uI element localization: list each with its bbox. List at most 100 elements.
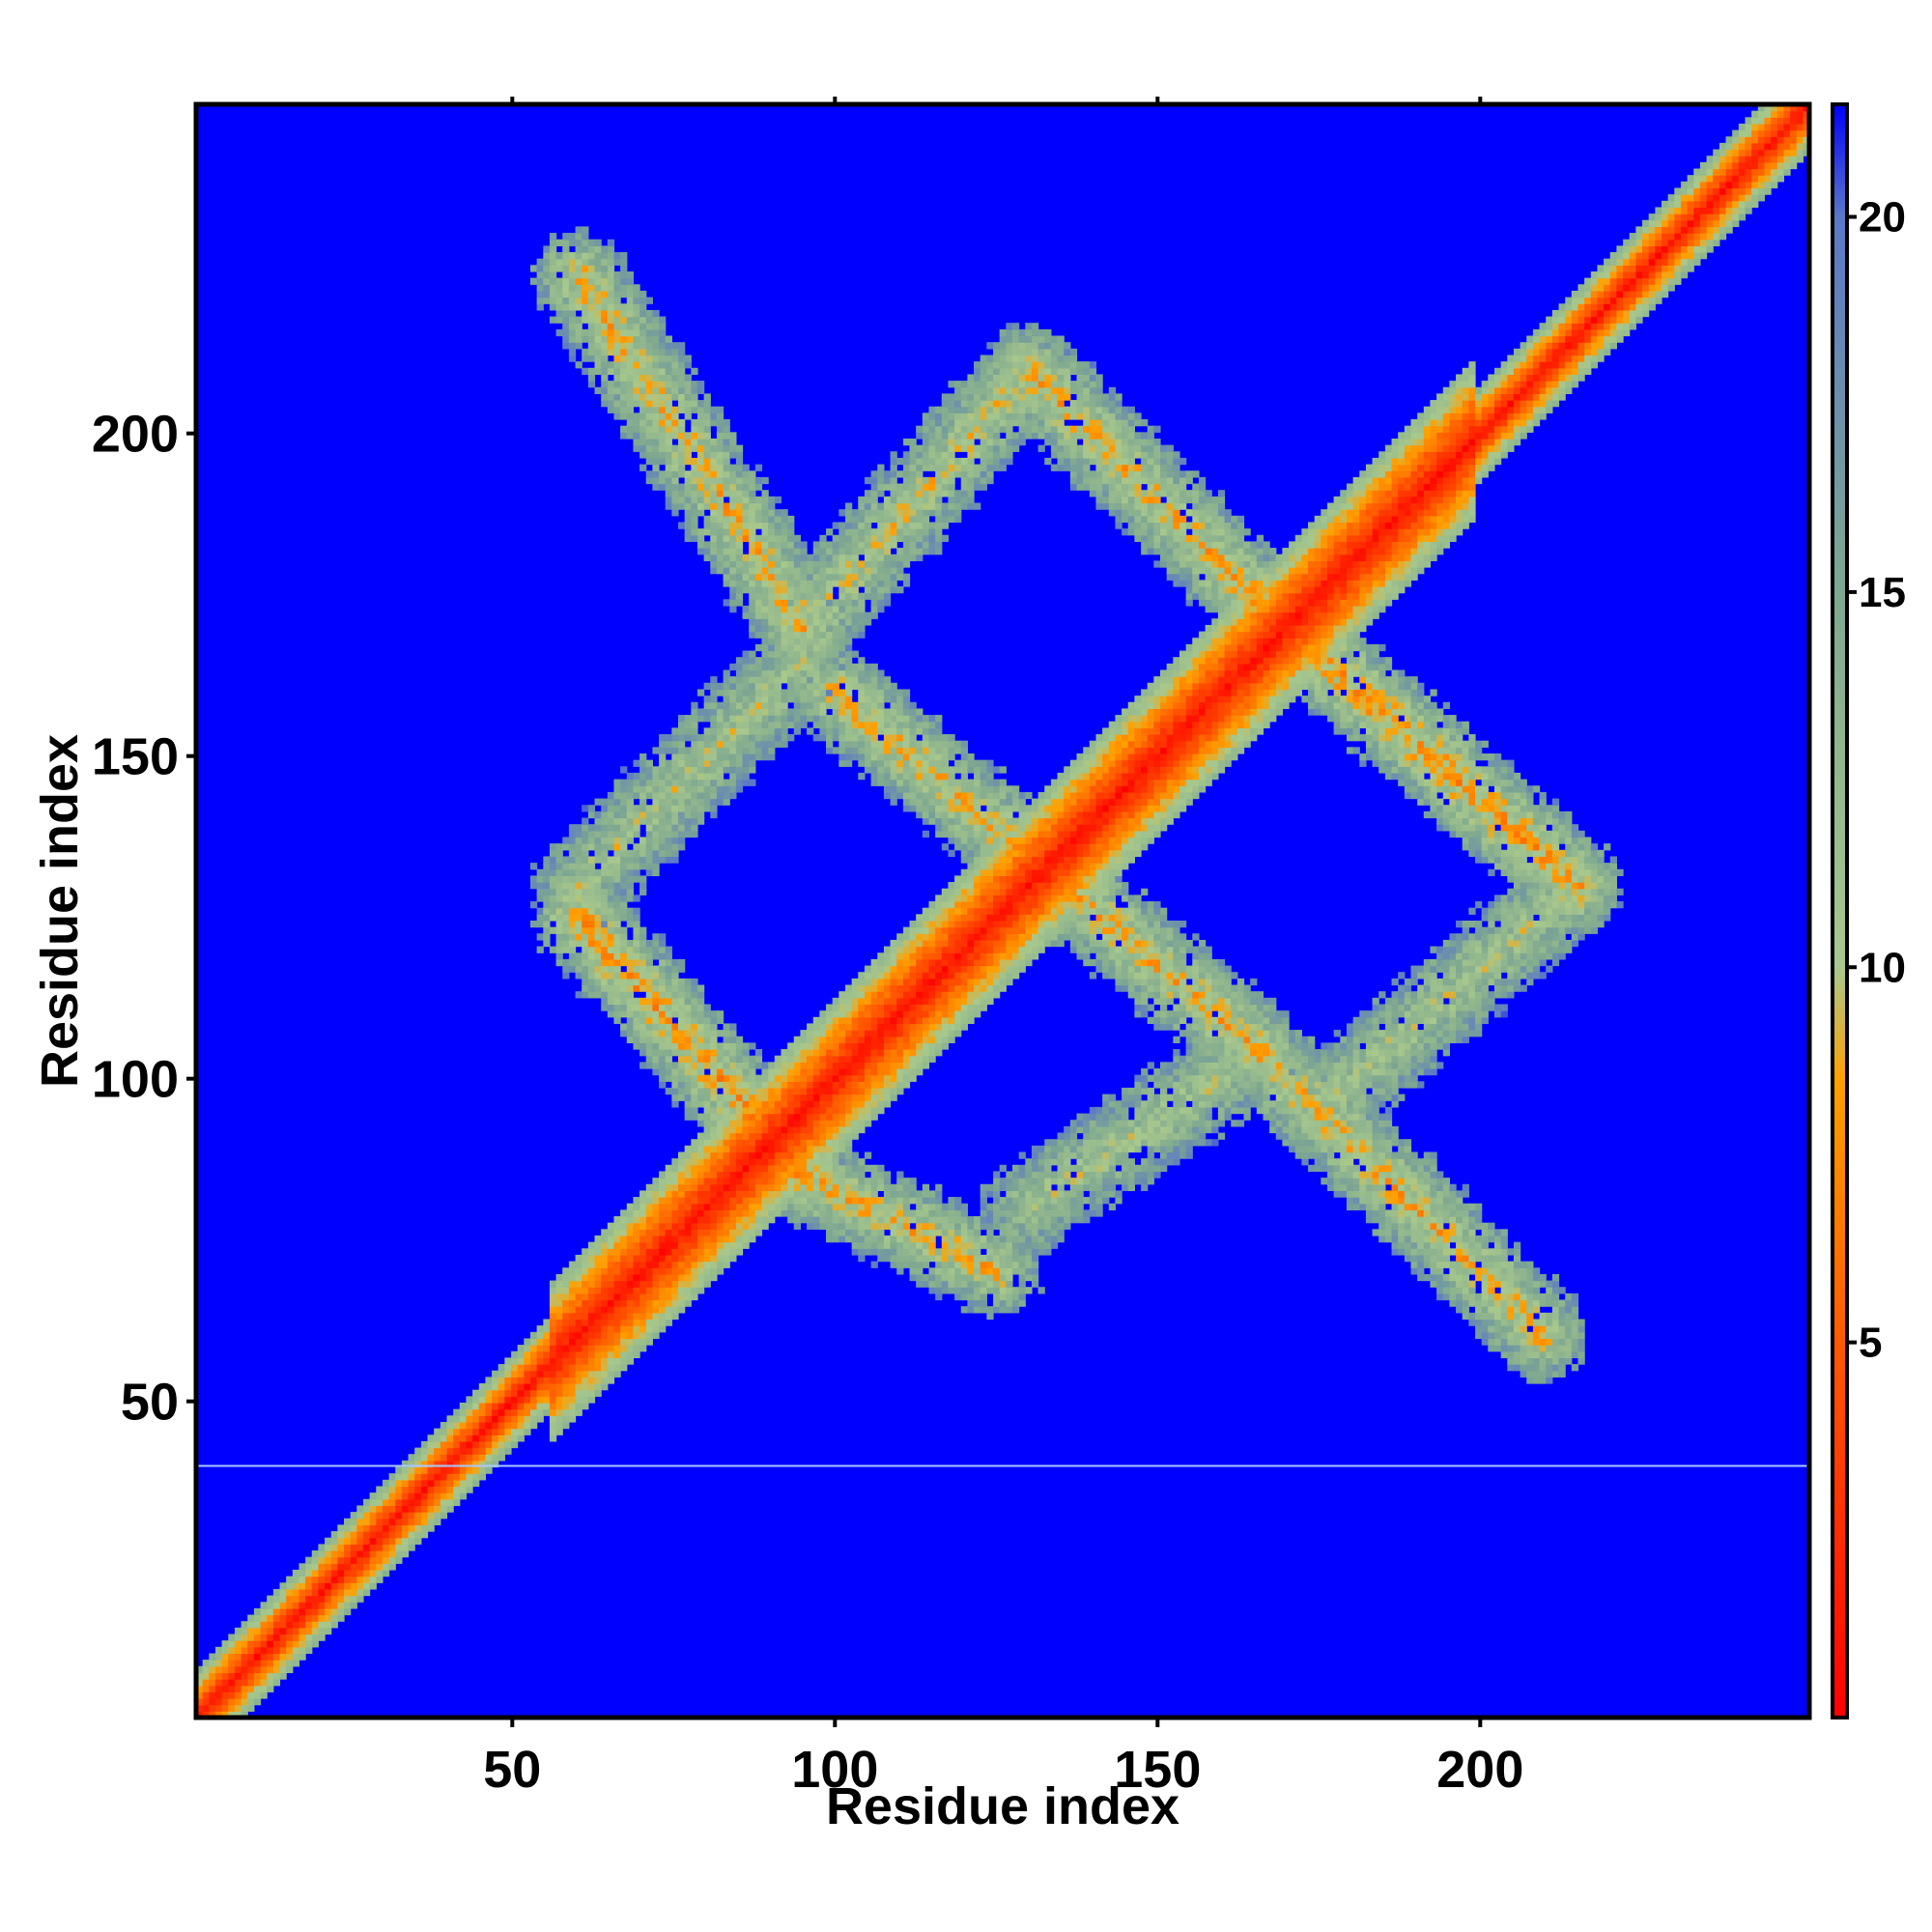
heatmap-cell [793, 1164, 802, 1173]
heatmap-cell [1236, 1120, 1245, 1127]
heatmap-cell [214, 1672, 223, 1680]
heatmap-cell [253, 1698, 262, 1706]
heatmap-cell [793, 1203, 802, 1210]
heatmap-cell [325, 1576, 332, 1583]
heatmap-cell [1558, 1331, 1566, 1340]
heatmap-cell [948, 1203, 955, 1210]
heatmap-cell [844, 1049, 853, 1057]
heatmap-cell [549, 1319, 557, 1326]
heatmap-cell [1372, 1081, 1379, 1089]
heatmap-cell [742, 1113, 750, 1121]
heatmap-cell [1217, 1120, 1226, 1127]
heatmap-cell [492, 1370, 499, 1378]
heatmap-cell [1205, 1094, 1212, 1101]
heatmap-cell [665, 1183, 672, 1192]
heatmap-cell [1069, 1197, 1078, 1205]
heatmap-cell [1423, 997, 1432, 1006]
heatmap-cell [272, 1621, 281, 1629]
heatmap-cell [838, 1120, 846, 1127]
heatmap-cell [1333, 1139, 1341, 1147]
heatmap-cell [703, 1248, 711, 1256]
heatmap-cell [279, 1602, 287, 1609]
heatmap-cell [703, 1216, 711, 1224]
heatmap-cell [883, 1183, 892, 1192]
heatmap-cell [639, 984, 647, 992]
heatmap-cell [1282, 1030, 1290, 1037]
heatmap-cell [1006, 1299, 1013, 1307]
heatmap-cell [1294, 1036, 1302, 1043]
heatmap-cell [1282, 1010, 1290, 1018]
heatmap-cell [1423, 1222, 1432, 1230]
heatmap-cell [851, 1113, 859, 1121]
heatmap-cell [601, 1345, 609, 1352]
heatmap-cell [678, 1203, 686, 1210]
heatmap-cell [781, 1081, 788, 1089]
heatmap-cell [292, 1607, 300, 1616]
heatmap-cell [1224, 1030, 1232, 1037]
heatmap-cell [408, 1505, 415, 1513]
heatmap-cell [916, 1254, 923, 1263]
heatmap-cell [582, 1299, 589, 1307]
heatmap-cell [286, 1627, 294, 1635]
heatmap-cell [1372, 1030, 1379, 1037]
heatmap-cell [1198, 991, 1207, 999]
heatmap-cell [529, 1364, 538, 1372]
heatmap-cell [633, 1036, 640, 1043]
heatmap-cell [935, 1261, 943, 1268]
heatmap-cell [414, 1454, 422, 1462]
heatmap-cell [1037, 1145, 1045, 1153]
heatmap-cell [832, 1004, 839, 1011]
heatmap-cell [517, 1377, 525, 1384]
heatmap-cell [1269, 1016, 1277, 1025]
heatmap-cell [1294, 1068, 1302, 1076]
heatmap-cell [864, 1151, 872, 1159]
heatmap-cell [761, 1100, 769, 1108]
heatmap-cell [1436, 1036, 1444, 1043]
heatmap-cell [735, 1178, 744, 1185]
heatmap-cell [935, 1229, 943, 1236]
heatmap-cell [1410, 1042, 1418, 1050]
heatmap-cell [1018, 1299, 1026, 1307]
heatmap-cell [1520, 1325, 1527, 1333]
heatmap-cell [247, 1646, 255, 1655]
heatmap-cell [800, 1106, 808, 1115]
heatmap-cell [890, 1055, 897, 1063]
heatmap-cell [1205, 1016, 1212, 1025]
heatmap-cell [1558, 1338, 1566, 1346]
heatmap-cell [819, 1036, 827, 1043]
heatmap-cell [844, 991, 853, 999]
heatmap-cell [1289, 1132, 1296, 1140]
heatmap-cell [793, 1062, 802, 1069]
heatmap-cell [492, 1408, 499, 1416]
heatmap-cell [761, 1222, 769, 1230]
heatmap-cell [234, 1698, 242, 1706]
heatmap-cell [659, 1222, 667, 1230]
heatmap-cell [838, 1004, 846, 1011]
heatmap-cell [696, 1248, 705, 1256]
heatmap-cell [517, 1415, 525, 1423]
heatmap-cell [935, 1254, 943, 1263]
heatmap-cell [1346, 1197, 1354, 1205]
heatmap-cell [974, 1306, 981, 1314]
heatmap-cell [587, 1338, 596, 1346]
heatmap-cell [1493, 1325, 1502, 1333]
heatmap-cell [1436, 1293, 1444, 1301]
heatmap-cell [819, 1010, 827, 1018]
heatmap-cell [916, 1236, 923, 1243]
heatmap-cell [1532, 1273, 1541, 1282]
heatmap-cell [1282, 1062, 1290, 1069]
heatmap-cell [337, 1544, 345, 1551]
heatmap-cell [1565, 1312, 1573, 1321]
heatmap-cell [414, 1466, 422, 1474]
heatmap-cell [659, 1197, 667, 1205]
heatmap-cell [787, 1042, 795, 1050]
heatmap-cell [1275, 1100, 1284, 1108]
heatmap-cell [1025, 1158, 1033, 1166]
heatmap-cell [1352, 1203, 1360, 1210]
heatmap-cell [1488, 1273, 1495, 1282]
heatmap-cell [369, 1582, 377, 1590]
heatmap-cell [594, 1261, 602, 1268]
heatmap-cell [671, 997, 679, 1006]
heatmap-cell [241, 1672, 248, 1680]
heatmap-cell [768, 1139, 776, 1147]
